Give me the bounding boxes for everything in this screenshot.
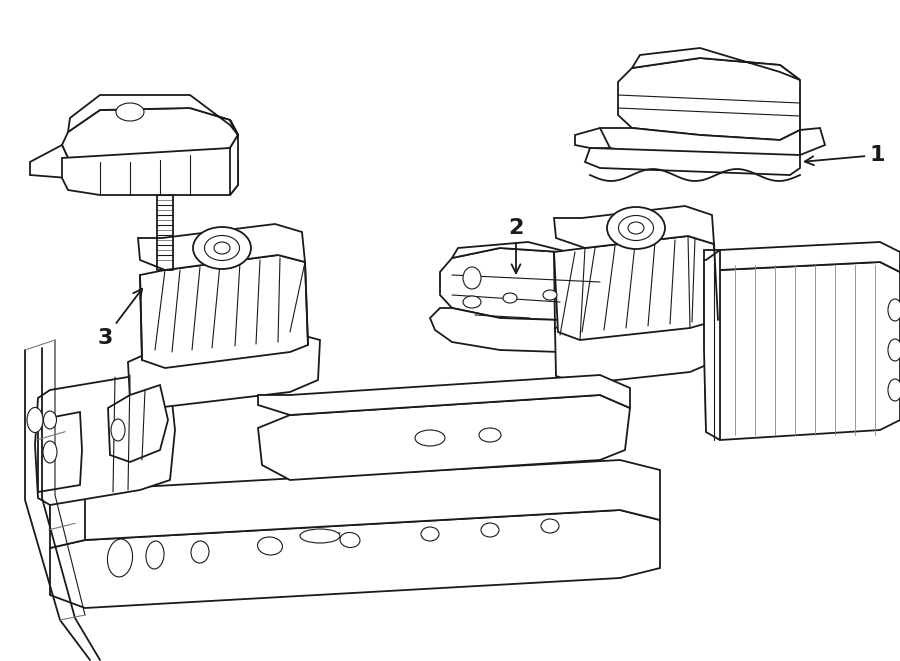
- Ellipse shape: [463, 296, 481, 308]
- Ellipse shape: [43, 411, 57, 429]
- Ellipse shape: [415, 430, 445, 446]
- Polygon shape: [618, 58, 800, 140]
- Polygon shape: [800, 128, 825, 155]
- Ellipse shape: [111, 419, 125, 441]
- Ellipse shape: [27, 407, 43, 432]
- Ellipse shape: [888, 339, 900, 361]
- Polygon shape: [50, 460, 660, 540]
- Ellipse shape: [340, 533, 360, 547]
- Polygon shape: [575, 128, 610, 148]
- Ellipse shape: [628, 222, 644, 234]
- Ellipse shape: [43, 441, 57, 463]
- Ellipse shape: [543, 290, 557, 300]
- Ellipse shape: [888, 299, 900, 321]
- Ellipse shape: [214, 242, 230, 254]
- Polygon shape: [585, 148, 800, 175]
- Polygon shape: [35, 375, 175, 505]
- Ellipse shape: [257, 537, 283, 555]
- Ellipse shape: [204, 235, 239, 260]
- Polygon shape: [62, 108, 238, 162]
- Text: 1: 1: [805, 145, 886, 165]
- Ellipse shape: [503, 293, 517, 303]
- Polygon shape: [38, 412, 82, 492]
- Polygon shape: [108, 385, 168, 462]
- Polygon shape: [704, 262, 900, 440]
- Polygon shape: [440, 248, 600, 320]
- Polygon shape: [704, 250, 720, 440]
- Polygon shape: [430, 308, 600, 352]
- Ellipse shape: [607, 207, 665, 249]
- Polygon shape: [230, 120, 238, 195]
- Polygon shape: [128, 332, 320, 408]
- Ellipse shape: [888, 379, 900, 401]
- Ellipse shape: [107, 539, 132, 577]
- Ellipse shape: [618, 215, 653, 241]
- Polygon shape: [140, 255, 308, 368]
- Polygon shape: [68, 95, 238, 135]
- Ellipse shape: [193, 227, 251, 269]
- Ellipse shape: [541, 519, 559, 533]
- Polygon shape: [554, 236, 718, 340]
- Ellipse shape: [146, 541, 164, 569]
- Ellipse shape: [481, 523, 499, 537]
- Polygon shape: [452, 242, 600, 262]
- Polygon shape: [50, 510, 660, 608]
- Ellipse shape: [300, 529, 340, 543]
- Ellipse shape: [116, 103, 144, 121]
- Text: 3: 3: [97, 289, 142, 348]
- Polygon shape: [704, 242, 900, 272]
- Ellipse shape: [479, 428, 501, 442]
- Text: 2: 2: [508, 218, 524, 273]
- Polygon shape: [138, 224, 305, 270]
- Polygon shape: [632, 48, 800, 80]
- Polygon shape: [50, 490, 85, 548]
- Polygon shape: [30, 145, 100, 178]
- Ellipse shape: [463, 267, 481, 289]
- Polygon shape: [554, 206, 714, 248]
- Ellipse shape: [421, 527, 439, 541]
- Polygon shape: [555, 308, 720, 384]
- Polygon shape: [595, 128, 800, 162]
- Ellipse shape: [191, 541, 209, 563]
- Polygon shape: [62, 148, 238, 195]
- Polygon shape: [258, 395, 630, 480]
- Polygon shape: [258, 375, 630, 415]
